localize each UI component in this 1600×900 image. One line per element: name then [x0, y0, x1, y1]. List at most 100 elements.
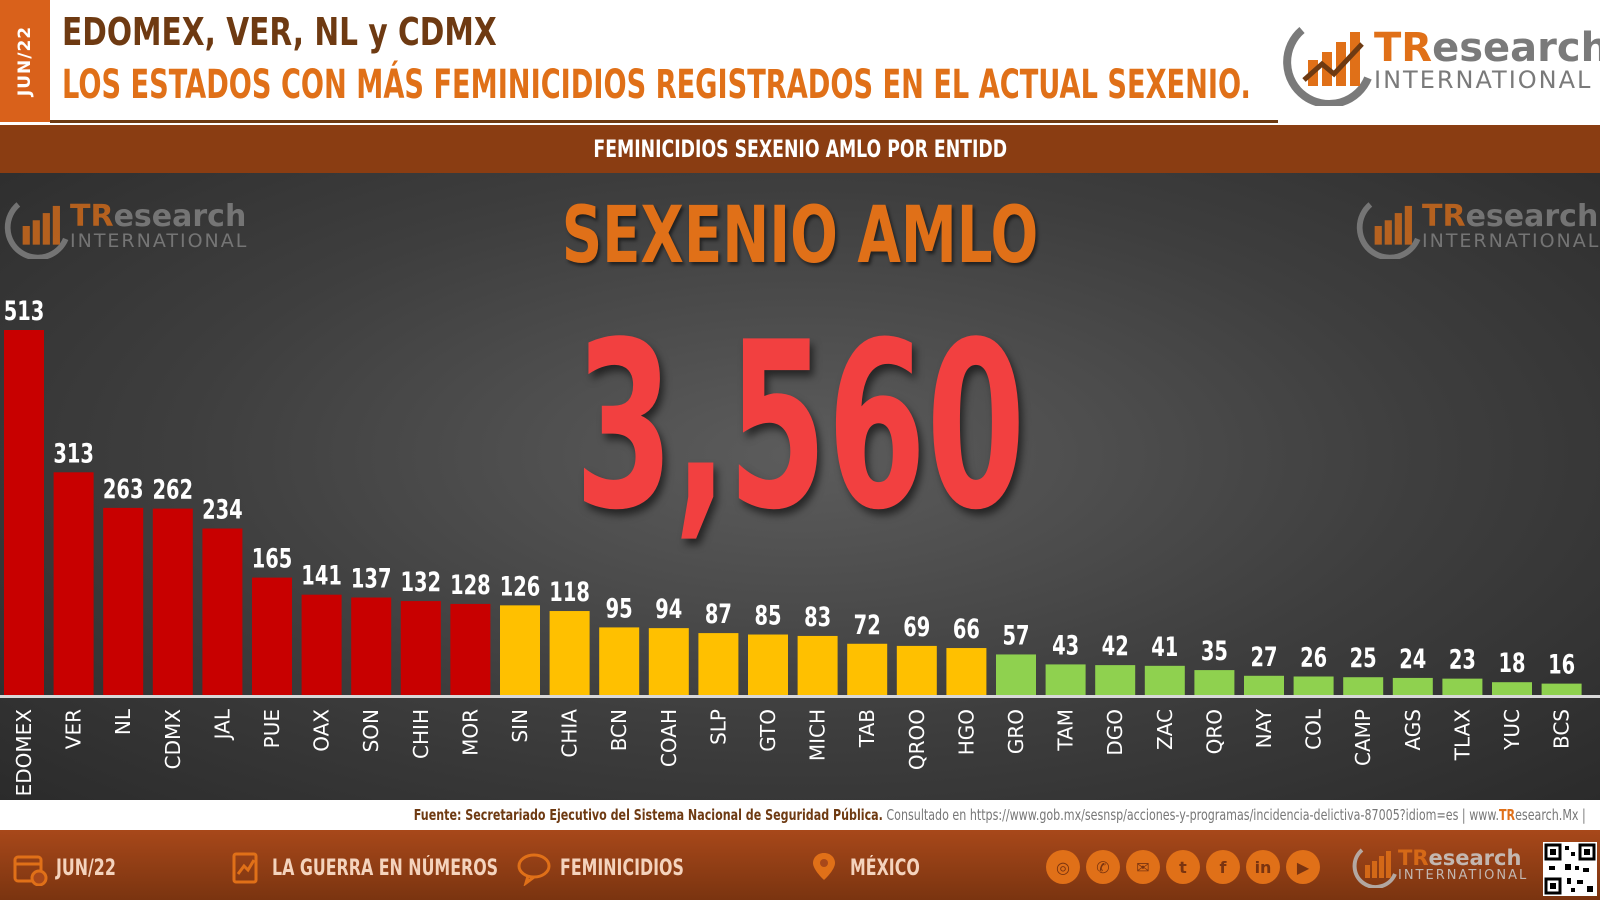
- bar-qroo: [896, 645, 937, 695]
- category-label-ags: AGS: [1401, 709, 1425, 751]
- bar-mich: [797, 635, 838, 695]
- chart-total: 3,560: [574, 294, 1026, 561]
- data-label-tlax: 23: [1449, 643, 1476, 675]
- data-label-cdmx: 262: [153, 473, 194, 505]
- bar-chih: [400, 601, 441, 695]
- category-label-gro: GRO: [1004, 709, 1028, 754]
- phone-icon[interactable]: ✆: [1086, 850, 1120, 884]
- data-label-hgo: 66: [953, 613, 980, 645]
- data-label-ags: 24: [1399, 643, 1426, 675]
- data-label-zac: 41: [1151, 631, 1178, 663]
- bar-tam: [1045, 664, 1086, 695]
- speech-bubble-icon: [517, 853, 551, 886]
- data-label-mor: 128: [450, 569, 491, 601]
- bar-sin: [500, 605, 540, 695]
- youtube-icon[interactable]: ▶: [1286, 850, 1320, 884]
- brand-sub: INTERNATIONAL: [1374, 66, 1593, 94]
- bar-tlax: [1442, 678, 1483, 695]
- watermark-logo-right: TResearch INTERNATIONAL: [1356, 193, 1600, 261]
- chart-panel: TResearch INTERNATIONAL TResearch INTERN…: [0, 173, 1600, 800]
- bar-qro: [1194, 670, 1235, 695]
- bar-hgo: [946, 648, 987, 695]
- category-label-jal: JAL: [210, 708, 234, 741]
- bar-gro: [996, 654, 1036, 695]
- brand-logo-header: TResearch INTERNATIONAL: [1282, 14, 1600, 108]
- data-label-gro: 57: [1002, 619, 1029, 651]
- bar-son: [351, 597, 392, 695]
- category-label-pue: PUE: [260, 709, 284, 748]
- bar-dgo: [1095, 665, 1136, 695]
- data-label-mich: 83: [804, 601, 831, 633]
- footer-brand: TResearch: [1398, 846, 1522, 870]
- chart-subtitle: FEMINICIDIOS SEXENIO AMLO POR ENTIDD: [593, 135, 1007, 163]
- twitter-icon[interactable]: t: [1166, 850, 1200, 884]
- category-label-chih: CHIH: [409, 709, 433, 759]
- data-label-tam: 43: [1052, 629, 1079, 661]
- data-label-camp: 25: [1350, 642, 1377, 674]
- bar-chart: 513 EDOMEX 313 VER 263 NL 262 CDMX 234 JAL 165 PUE 1…: [0, 295, 1600, 796]
- category-label-oax: OAX: [310, 709, 334, 752]
- headline-line-1: EDOMEX, VER, NL y CDMX: [62, 10, 497, 54]
- footer-chart-logo-icon: [1352, 842, 1398, 889]
- brand-name: TResearch: [1374, 25, 1600, 71]
- linkedin-icon[interactable]: in: [1246, 850, 1280, 884]
- bar-coah: [648, 628, 689, 695]
- data-label-nay: 27: [1250, 641, 1277, 673]
- bar-cdmx: [152, 508, 193, 695]
- brand-chart-logo-icon: [1282, 14, 1374, 108]
- chart-title: SEXENIO AMLO: [561, 191, 1039, 281]
- category-label-gto: GTO: [756, 709, 780, 752]
- bar-mor: [450, 603, 491, 695]
- bar-col: [1293, 676, 1334, 695]
- chart-baseline: [0, 695, 1600, 698]
- category-label-zac: ZAC: [1153, 709, 1177, 750]
- category-label-cdmx: CDMX: [161, 709, 185, 770]
- source-consulted-link[interactable]: Consultado en https://www.gob.mx/sesnsp/…: [886, 806, 1466, 824]
- bar-ags: [1392, 677, 1433, 695]
- footer-topic: FEMINICIDIOS: [516, 850, 732, 886]
- calendar-icon: [13, 855, 48, 886]
- bar-nay: [1244, 675, 1284, 695]
- bar-yuc: [1492, 682, 1532, 695]
- website-link[interactable]: www.TResearch.Mx |: [1469, 806, 1586, 824]
- watermark-brand: TResearch: [70, 198, 247, 234]
- data-label-yuc: 18: [1498, 647, 1525, 679]
- data-label-chih: 132: [401, 566, 442, 598]
- bar-oax: [301, 594, 342, 695]
- facebook-icon[interactable]: f: [1206, 850, 1240, 884]
- data-label-qroo: 69: [903, 611, 930, 643]
- report-chart-icon: [232, 852, 258, 884]
- header-divider: [50, 120, 1278, 123]
- category-label-bcn: BCN: [607, 709, 631, 751]
- data-label-dgo: 42: [1102, 630, 1129, 662]
- source-line: Fuente: Secretariado Ejecutivo del Siste…: [0, 800, 1600, 830]
- category-label-dgo: DGO: [1103, 709, 1127, 756]
- bar-zac: [1144, 665, 1185, 695]
- watermark-chart-icon: [1356, 193, 1422, 261]
- globe-icon[interactable]: ◎: [1046, 850, 1080, 884]
- footer-section: LA GUERRA EN NÚMEROS: [228, 850, 586, 886]
- bar-nl: [103, 507, 144, 695]
- qr-code[interactable]: [1543, 842, 1597, 896]
- date-side-label: JUN/22: [15, 25, 36, 97]
- data-label-coah: 94: [655, 593, 682, 625]
- data-label-ver: 313: [53, 437, 94, 469]
- data-label-son: 137: [351, 562, 392, 594]
- category-label-nay: NAY: [1252, 708, 1276, 748]
- category-label-qroo: QROO: [905, 709, 929, 770]
- brand-logo-footer: TResearch INTERNATIONAL: [1352, 842, 1528, 889]
- footer-topic-label: FEMINICIDIOS: [560, 855, 684, 881]
- category-label-tam: TAM: [1054, 709, 1078, 752]
- watermark-chart-icon: [4, 193, 70, 261]
- category-label-ver: VER: [62, 709, 86, 749]
- watermark-sub: INTERNATIONAL: [1422, 229, 1600, 252]
- mail-icon[interactable]: ✉: [1126, 850, 1160, 884]
- bar-bcn: [599, 627, 640, 695]
- data-label-tab: 72: [854, 609, 881, 641]
- category-label-tab: TAB: [855, 709, 879, 748]
- bar-chia: [549, 611, 590, 695]
- bar-bcs: [1541, 683, 1582, 695]
- category-label-col: COL: [1302, 708, 1326, 750]
- watermark-sub: INTERNATIONAL: [70, 229, 249, 252]
- bar-jal: [202, 528, 243, 695]
